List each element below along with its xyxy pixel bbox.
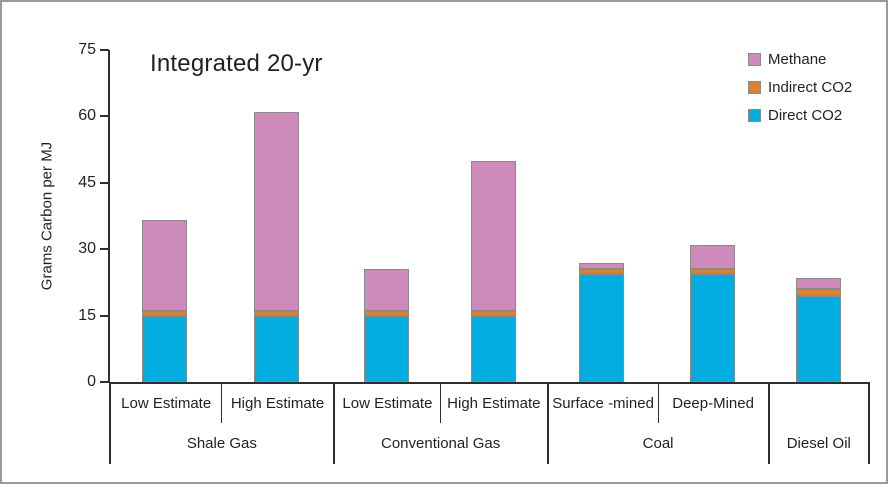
x-group-coal: Surface -mined Deep-Mined Coal	[546, 384, 768, 464]
x-subcategory-label: High Estimate	[221, 384, 332, 424]
bar-segment-indirect-co2	[142, 311, 188, 316]
legend-item-direct-co2: Direct CO2	[748, 107, 852, 124]
bar-segment-methane	[254, 112, 300, 312]
bar-group	[768, 50, 870, 382]
bar-segment-methane	[689, 244, 735, 270]
x-group-label: Coal	[642, 435, 674, 453]
bar-segment-methane	[579, 262, 625, 270]
legend-label: Indirect CO2	[768, 79, 853, 96]
legend-label: Direct CO2	[768, 107, 843, 124]
y-axis-line	[108, 50, 110, 382]
stacked-bar	[579, 262, 625, 382]
y-tick-mark	[100, 115, 109, 118]
x-subcategory-row: Low Estimate High Estimate	[111, 384, 333, 424]
x-subcategory-row	[770, 384, 868, 423]
x-group-label: Diesel Oil	[786, 435, 851, 453]
y-tick-label: 0	[87, 373, 96, 390]
y-axis-title: Grams Carbon per MJ	[38, 141, 56, 291]
bars-container	[109, 50, 870, 382]
legend-swatch-icon	[748, 109, 761, 122]
legend-item-indirect-co2: Indirect CO2	[748, 79, 852, 96]
bar-segment-direct-co2	[254, 315, 300, 382]
stacked-bar	[142, 220, 188, 382]
stacked-bar	[689, 244, 735, 382]
bar-segment-indirect-co2	[689, 269, 735, 274]
y-tick-label: 30	[78, 240, 96, 258]
bar-slot	[221, 50, 333, 382]
x-subcategory-row: Surface -mined Deep-Mined	[549, 384, 768, 424]
x-subcategory-label: Surface -mined	[552, 395, 654, 413]
bar-segment-direct-co2	[470, 315, 516, 382]
legend: Methane Indirect CO2 Direct CO2	[748, 51, 852, 135]
x-axis-labels: Low Estimate High Estimate Shale Gas Low Es…	[109, 382, 870, 464]
bar-slot	[333, 50, 440, 382]
bar-segment-indirect-co2	[254, 311, 300, 316]
x-subcategory-label: Low Estimate	[342, 395, 433, 413]
x-group-diesel-oil: Diesel Oil	[767, 384, 870, 464]
x-subcategory-label: Deep-Mined	[657, 384, 768, 424]
bar-segment-direct-co2	[579, 273, 625, 382]
bar-segment-indirect-co2	[796, 289, 842, 296]
bar-slot	[440, 50, 547, 382]
bar-slot	[547, 50, 658, 382]
bar-group	[547, 50, 768, 382]
stacked-bar	[254, 112, 300, 382]
x-group-label: Shale Gas	[186, 435, 257, 453]
plot-area: 0 15 30 45 60 75	[78, 41, 870, 390]
stacked-bar	[470, 160, 516, 382]
x-subcategory-label	[770, 384, 868, 423]
y-tick-mark	[100, 181, 109, 184]
bar-slot	[109, 50, 221, 382]
legend-label: Methane	[768, 51, 827, 68]
bar-slot	[768, 50, 870, 382]
bar-segment-indirect-co2	[470, 311, 516, 316]
stacked-bar	[363, 269, 409, 382]
x-subcategory-label: High Estimate	[440, 384, 546, 424]
x-group-conventional-gas: Low Estimate High Estimate Conventional Ga…	[332, 384, 547, 464]
bar-segment-direct-co2	[363, 315, 409, 382]
y-tick-label: 45	[78, 173, 96, 191]
bar-segment-indirect-co2	[363, 311, 409, 316]
bar-segment-methane	[796, 278, 842, 290]
bar-group	[333, 50, 547, 382]
y-tick-label: 75	[78, 41, 96, 58]
bar-segment-direct-co2	[142, 315, 188, 382]
legend-swatch-icon	[748, 81, 761, 94]
y-tick-mark	[100, 314, 109, 317]
x-subcategory-row: Low Estimate High Estimate	[335, 384, 547, 424]
bar-segment-methane	[142, 220, 188, 312]
x-subcategory-label: Low Estimate	[121, 395, 212, 413]
y-tick-mark	[100, 248, 109, 251]
y-tick-mark	[100, 381, 109, 383]
bar-segment-methane	[470, 160, 516, 312]
bar-segment-methane	[363, 269, 409, 312]
stacked-bar	[796, 278, 842, 382]
x-group-shale-gas: Low Estimate High Estimate Shale Gas	[109, 384, 333, 464]
bar-segment-direct-co2	[796, 295, 842, 382]
x-group-label: Conventional Gas	[381, 435, 501, 453]
chart-title: Integrated 20-yr	[150, 50, 323, 77]
legend-item-methane: Methane	[748, 51, 852, 68]
bar-slot	[657, 50, 768, 382]
y-tick-label: 60	[78, 107, 96, 125]
bar-segment-indirect-co2	[579, 269, 625, 274]
bar-segment-direct-co2	[689, 273, 735, 382]
bar-group	[109, 50, 333, 382]
y-tick-label: 15	[78, 306, 96, 324]
y-tick-mark	[100, 49, 109, 51]
legend-swatch-icon	[748, 53, 761, 66]
